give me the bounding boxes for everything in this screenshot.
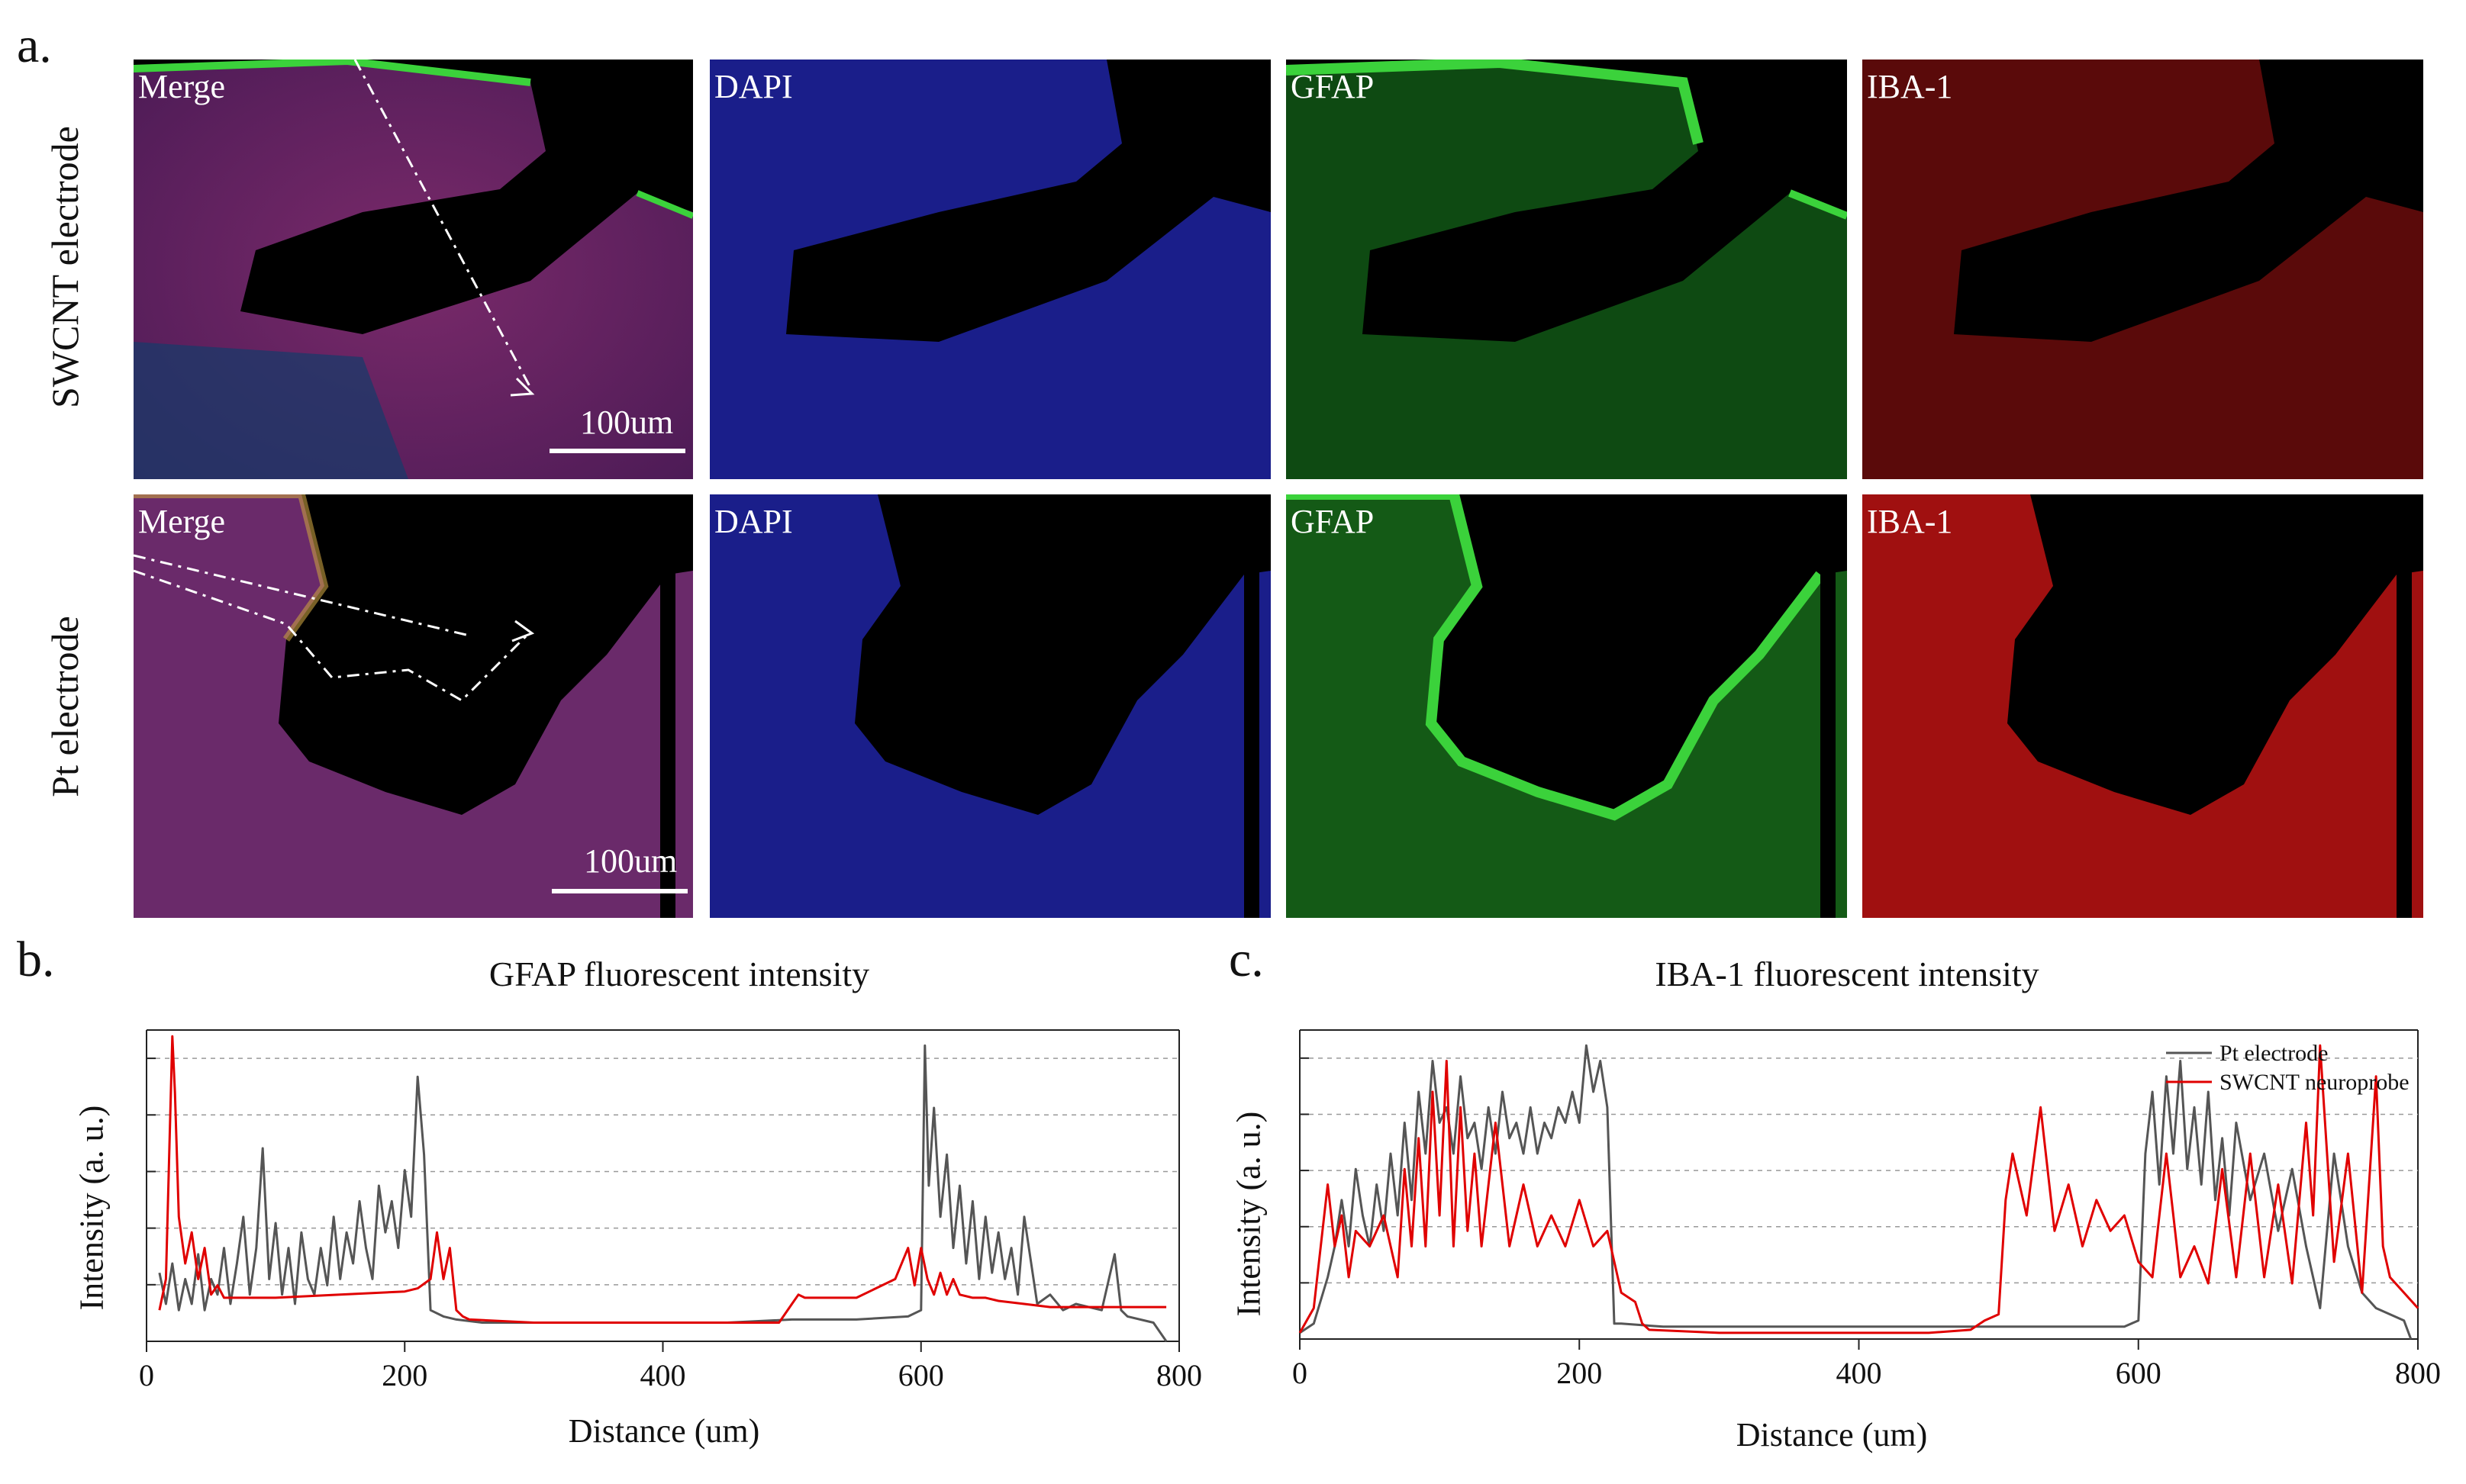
micrograph-swcnt-gfap: GFAP	[1286, 60, 1847, 479]
chart-c-series-line-1	[1299, 1044, 2413, 1340]
chart-b: 0 200 400 600 800	[139, 1029, 1202, 1392]
micrograph-pt-iba1: IBA-1	[1862, 494, 2423, 918]
micrograph-pt-dapi: DAPI	[710, 494, 1271, 918]
row-label-swcnt: SWCNT electrode	[44, 126, 86, 408]
chart-b-x-tick-label: 800	[1156, 1358, 1202, 1392]
micrograph-swcnt-iba1: IBA-1	[1862, 60, 2423, 479]
micrograph-pt-gfap: GFAP	[1286, 494, 1847, 918]
chart-c-legend-label: Pt electrode	[2219, 1041, 2328, 1066]
chart-c-xlabel: Distance (um)	[1736, 1416, 1928, 1453]
chart-b-x-tick-label: 400	[640, 1358, 686, 1392]
scale-bar-label: 100um	[584, 842, 678, 880]
panel-letter-b: b.	[17, 932, 55, 987]
scale-bar-label: 100um	[580, 404, 674, 441]
panel-letter-a: a.	[17, 18, 52, 73]
channel-label-dapi: DAPI	[714, 503, 793, 540]
chart-b-ylabel: Intensity (a. u.)	[73, 1105, 111, 1311]
channel-label-dapi: DAPI	[714, 68, 793, 105]
channel-label-iba1: IBA-1	[1867, 503, 1953, 540]
chart-c-x-tick-label: 400	[1836, 1356, 1882, 1390]
channel-label-iba1: IBA-1	[1867, 68, 1953, 105]
chart-b-x-tick-label: 0	[139, 1358, 154, 1392]
chart-b-x-tick-label: 600	[898, 1358, 944, 1392]
scale-bar	[552, 889, 688, 893]
chart-c-x-tick-label: 200	[1556, 1356, 1602, 1390]
chart-c-x-tick-label: 0	[1292, 1356, 1307, 1390]
micrograph-pt-merge: Merge 100um	[134, 494, 693, 918]
chart-c-x-tick-label: 800	[2395, 1356, 2441, 1390]
chart-b-x-tick-label: 200	[382, 1358, 427, 1392]
chart-c-series-line-2	[1298, 1044, 2419, 1334]
channel-label-merge: Merge	[138, 68, 226, 105]
chart-c: 0 200 400 600 800 Pt electrode SWCNT neuroprob…	[1292, 1029, 2441, 1390]
chart-c-x-tick-label: 600	[2116, 1356, 2161, 1390]
chart-b-title: GFAP fluorescent intensity	[488, 954, 870, 993]
channel-label-gfap: GFAP	[1291, 68, 1375, 105]
chart-b-series-line-2	[158, 1035, 1167, 1324]
chart-c-ylabel: Intensity (a. u.)	[1230, 1111, 1268, 1317]
channel-label-gfap: GFAP	[1291, 503, 1375, 540]
row-label-pt: Pt electrode	[44, 616, 86, 797]
micrograph-swcnt-merge: Merge 100um	[134, 60, 693, 479]
channel-label-merge: Merge	[138, 503, 226, 540]
panel-letter-c: c.	[1229, 932, 1264, 987]
chart-b-series-line-1	[158, 1044, 1168, 1342]
chart-c-title: IBA-1 fluorescent intensity	[1655, 954, 2039, 993]
scale-bar	[550, 449, 685, 453]
chart-c-legend-label: SWCNT neuroprobe	[2219, 1070, 2410, 1095]
micrograph-swcnt-dapi: DAPI	[710, 60, 1271, 479]
chart-b-xlabel: Distance (um)	[568, 1412, 760, 1450]
